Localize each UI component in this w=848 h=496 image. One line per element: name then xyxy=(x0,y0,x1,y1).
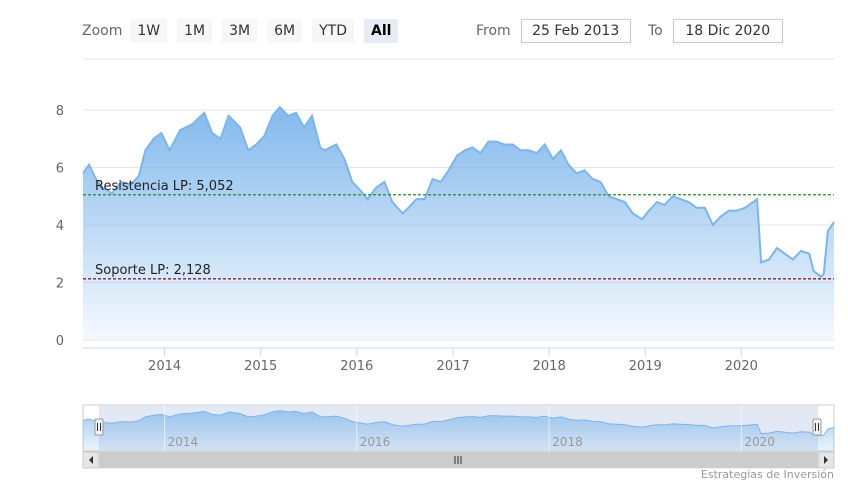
zoom-toolbar: Zoom 1W 1M 3M 6M YTD All xyxy=(82,17,408,45)
x-tick-label: 2018 xyxy=(533,359,566,374)
x-tick-label: 2014 xyxy=(148,359,181,374)
navigator-selected-range[interactable] xyxy=(99,405,818,451)
zoom-1w-button[interactable]: 1W xyxy=(130,19,168,43)
date-range-to: To xyxy=(648,17,783,45)
resistance-label: Resistencia LP: 5,052 xyxy=(95,179,234,194)
x-tick-label: 2015 xyxy=(244,359,277,374)
zoom-ytd-button[interactable]: YTD xyxy=(312,19,354,43)
zoom-1m-button[interactable]: 1M xyxy=(177,19,213,43)
navigator-tick-label: 2020 xyxy=(744,435,775,449)
zoom-3m-button[interactable]: 3M xyxy=(222,19,258,43)
to-label: To xyxy=(648,23,663,39)
navigator-tick-label: 2016 xyxy=(360,435,391,449)
scrollbar[interactable] xyxy=(82,451,835,469)
navigator-area xyxy=(83,410,834,451)
y-tick-label: 2 xyxy=(56,277,64,292)
y-tick-label: 8 xyxy=(56,104,64,119)
to-date-input[interactable] xyxy=(672,19,783,43)
zoom-label: Zoom xyxy=(82,23,123,39)
x-tick-label: 2019 xyxy=(629,359,662,374)
zoom-6m-button[interactable]: 6M xyxy=(267,19,303,43)
support-label: Soporte LP: 2,128 xyxy=(95,263,211,278)
y-tick-label: 0 xyxy=(56,334,64,349)
scroll-right-arrow[interactable] xyxy=(818,451,835,469)
navigator-tick-label: 2018 xyxy=(552,435,583,449)
navigator-right-handle[interactable] xyxy=(812,418,822,436)
y-tick-label: 4 xyxy=(56,219,64,234)
scrollbar-thumb[interactable] xyxy=(99,452,818,468)
scroll-left-arrow[interactable] xyxy=(82,451,99,469)
date-range-from: From xyxy=(476,17,631,45)
series-line xyxy=(82,105,835,279)
navigator-left-handle[interactable] xyxy=(94,418,104,436)
x-tick-label: 2017 xyxy=(437,359,470,374)
from-date-input[interactable] xyxy=(520,19,631,43)
navigator-tick-label: 2014 xyxy=(168,435,199,449)
scrollbar-track[interactable] xyxy=(82,451,835,469)
x-tick-label: 2020 xyxy=(725,359,758,374)
y-tick-label: 6 xyxy=(56,162,64,177)
credits-link[interactable]: Estrategias de Inversión xyxy=(700,468,834,481)
from-label: From xyxy=(476,23,511,39)
x-tick-label: 2016 xyxy=(340,359,373,374)
series-area xyxy=(83,107,834,340)
navigator-line xyxy=(82,410,835,437)
navigator-frame xyxy=(82,404,835,452)
zoom-all-button[interactable]: All xyxy=(364,19,399,43)
